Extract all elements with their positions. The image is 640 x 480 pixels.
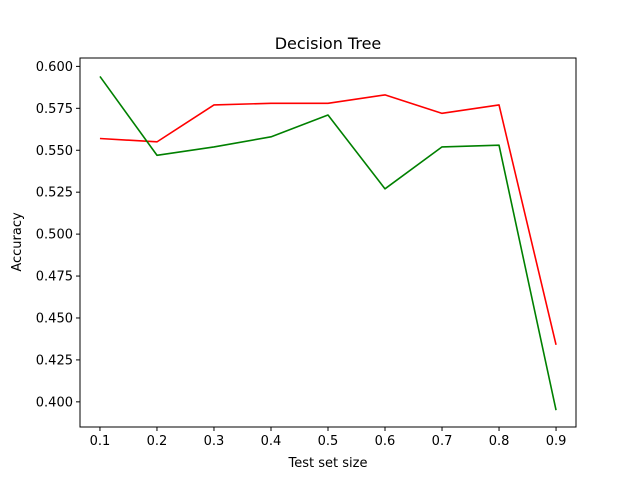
data-point: [99, 138, 101, 140]
data-point: [498, 144, 500, 146]
x-tick-label: 0.8: [489, 434, 510, 449]
x-tick-label: 0.5: [318, 434, 339, 449]
data-point: [441, 146, 443, 148]
x-axis: 0.1 0.2 0.3 0.4 0.5 0.6 0.7 0.8 0.9: [90, 427, 567, 449]
x-axis-label: Test set size: [288, 456, 368, 471]
y-axis: 0.400 0.425 0.450 0.475 0.500 0.525 0.550 0.575…: [36, 60, 80, 410]
data-point: [327, 102, 329, 104]
x-tick-label: 0.4: [261, 434, 282, 449]
x-tick-label: 0.3: [204, 434, 225, 449]
data-point: [327, 114, 329, 116]
data-point: [270, 102, 272, 104]
series-layer: [99, 75, 557, 411]
y-tick-label: 0.600: [36, 60, 73, 75]
y-tick-label: 0.575: [36, 102, 73, 117]
y-tick-label: 0.550: [36, 144, 73, 159]
data-point: [498, 104, 500, 106]
x-tick-label: 0.7: [432, 434, 453, 449]
data-point: [555, 344, 557, 346]
y-tick-label: 0.450: [36, 311, 73, 326]
x-tick-label: 0.1: [90, 434, 111, 449]
data-point: [384, 188, 386, 190]
data-point: [555, 409, 557, 411]
y-tick-label: 0.475: [36, 270, 73, 285]
data-point: [156, 154, 158, 156]
data-point: [213, 104, 215, 106]
y-tick-label: 0.400: [36, 395, 73, 410]
data-point: [270, 136, 272, 138]
y-tick-label: 0.500: [36, 228, 73, 243]
y-tick-label: 0.425: [36, 353, 73, 368]
y-tick-label: 0.525: [36, 186, 73, 201]
data-point: [99, 76, 101, 78]
data-point: [156, 141, 158, 143]
data-point: [441, 113, 443, 115]
series-line-1: [99, 94, 557, 345]
y-axis-label: Accuracy: [10, 212, 25, 272]
data-point: [384, 94, 386, 96]
x-tick-label: 0.6: [375, 434, 396, 449]
data-point: [213, 146, 215, 148]
chart-title: Decision Tree: [275, 34, 382, 53]
series-line-2: [99, 75, 557, 411]
x-tick-label: 0.2: [147, 434, 168, 449]
x-tick-label: 0.9: [546, 434, 567, 449]
